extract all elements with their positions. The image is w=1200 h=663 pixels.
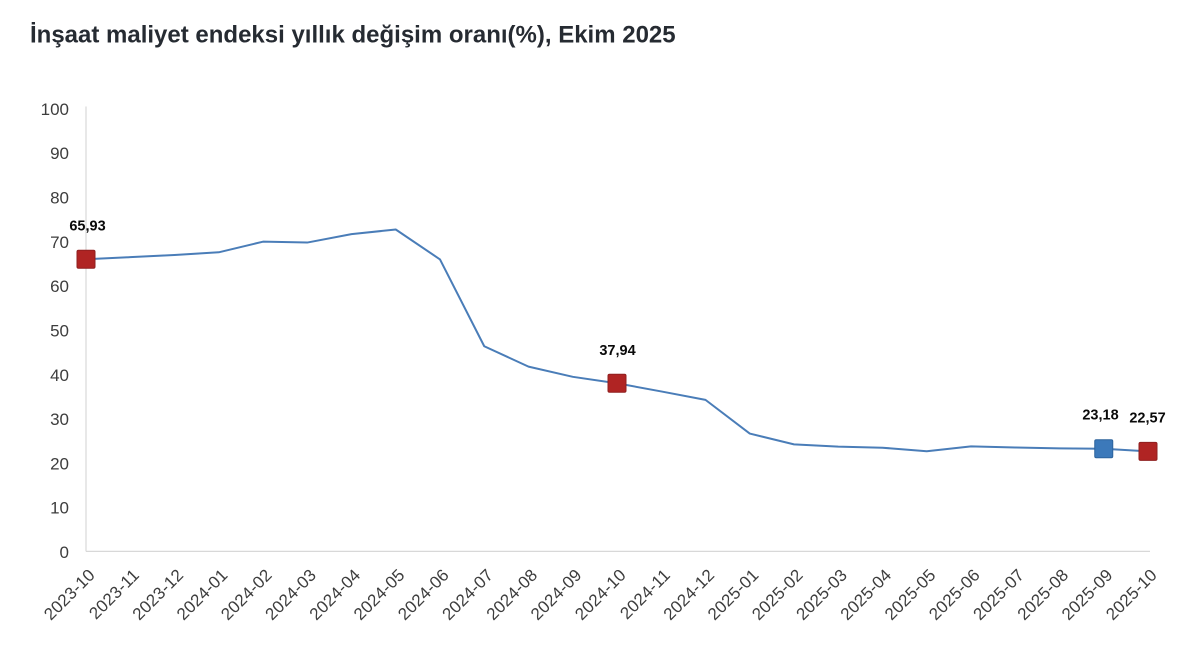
svg-text:10: 10 <box>50 499 69 518</box>
svg-text:100: 100 <box>41 100 69 119</box>
svg-text:0: 0 <box>60 543 69 562</box>
svg-text:65,93: 65,93 <box>69 219 105 235</box>
svg-text:70: 70 <box>50 233 69 252</box>
svg-text:23,18: 23,18 <box>1082 408 1118 424</box>
svg-text:37,94: 37,94 <box>599 343 635 359</box>
svg-text:İnşaat maliyet endeksi yıllık: İnşaat maliyet endeksi yıllık değişim or… <box>30 22 676 49</box>
svg-text:80: 80 <box>50 189 69 208</box>
svg-text:22,57: 22,57 <box>1129 411 1165 427</box>
svg-text:60: 60 <box>50 277 69 296</box>
svg-text:40: 40 <box>50 366 69 385</box>
svg-text:90: 90 <box>50 144 69 163</box>
svg-text:30: 30 <box>50 410 69 429</box>
svg-text:20: 20 <box>50 454 69 473</box>
svg-text:50: 50 <box>50 321 69 340</box>
